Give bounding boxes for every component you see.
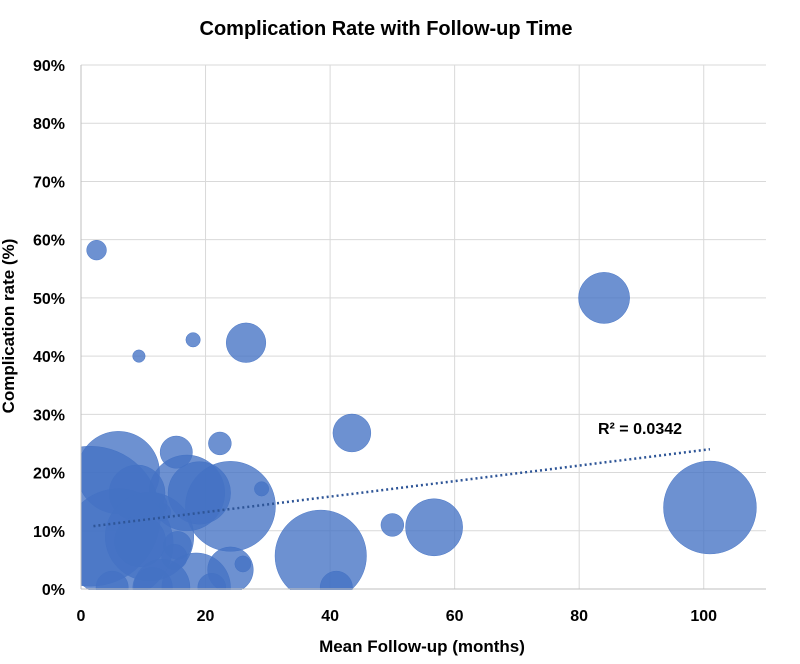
x-tick-label: 40 <box>321 608 339 625</box>
axes <box>80 65 766 590</box>
x-tick-label: 80 <box>570 608 588 625</box>
x-tick-label: 20 <box>197 608 215 625</box>
bubble <box>86 239 107 261</box>
bubble <box>380 513 405 537</box>
y-tick-label: 40% <box>33 349 65 366</box>
r-squared-label: R² = 0.0342 <box>598 421 682 438</box>
bubble <box>95 570 129 590</box>
x-tick-label: 60 <box>446 608 464 625</box>
bubble <box>132 349 146 363</box>
bubble <box>208 431 232 456</box>
bubble <box>234 555 252 573</box>
y-tick-label: 30% <box>33 407 65 424</box>
bubble <box>114 515 166 568</box>
y-tick-label: 70% <box>33 174 65 191</box>
y-tick-label: 90% <box>33 58 65 75</box>
y-tick-label: 80% <box>33 116 65 133</box>
bubble <box>132 567 173 590</box>
bubble <box>663 460 757 555</box>
y-tick-label: 20% <box>33 466 65 483</box>
y-tick-label: 0% <box>42 582 65 599</box>
bubble <box>185 461 276 552</box>
bubble <box>254 481 270 497</box>
bubble <box>197 573 227 590</box>
bubble <box>274 509 367 590</box>
x-tick-label: 100 <box>690 608 717 625</box>
bubble <box>578 272 630 324</box>
bubble <box>225 322 267 363</box>
x-axis-title: Mean Follow-up (months) <box>319 637 525 656</box>
tick-labels: 0% 10% 20% 30% 40% 50% 60% 70% 80% 90% 0 20 40 60 80 10… <box>33 58 717 625</box>
x-tick-label: 0 <box>77 608 86 625</box>
bubble <box>319 570 353 590</box>
bubble <box>332 413 372 453</box>
bubble <box>185 332 201 348</box>
y-tick-label: 50% <box>33 291 65 308</box>
trendline <box>93 448 711 528</box>
bubble <box>405 498 463 557</box>
y-axis-title: Complication rate (%) <box>0 239 18 414</box>
bubble-layer <box>81 239 757 590</box>
y-tick-label: 10% <box>33 524 65 541</box>
y-tick-label: 60% <box>33 233 65 250</box>
bubbles <box>81 239 757 590</box>
chart-title: Complication Rate with Follow-up Time <box>200 18 573 40</box>
